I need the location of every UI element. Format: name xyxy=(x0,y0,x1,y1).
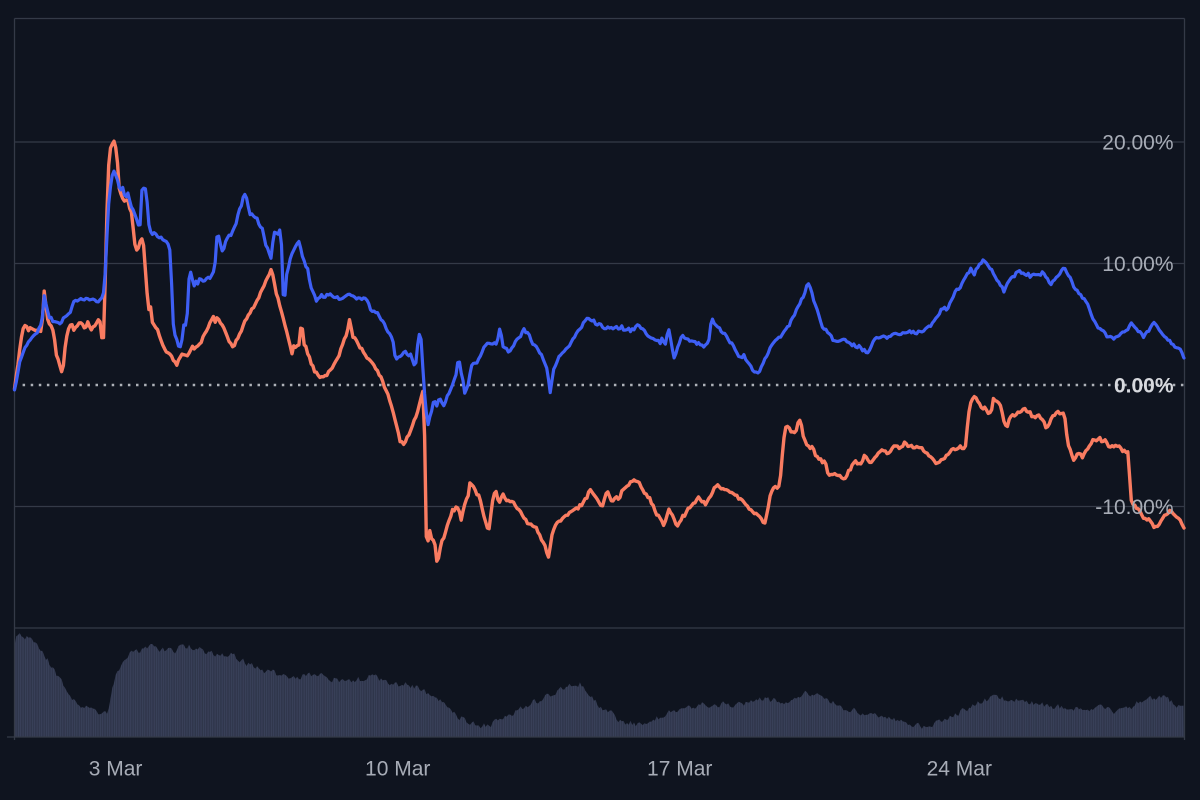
svg-text:10.00%: 10.00% xyxy=(1102,253,1173,276)
svg-text:17 Mar: 17 Mar xyxy=(647,757,712,780)
svg-text:24 Mar: 24 Mar xyxy=(927,757,992,780)
svg-text:3 Mar: 3 Mar xyxy=(89,757,143,780)
svg-text:-10.00%: -10.00% xyxy=(1095,496,1173,519)
svg-text:10 Mar: 10 Mar xyxy=(365,757,430,780)
svg-text:0.00%: 0.00% xyxy=(1114,375,1174,398)
svg-text:20.00%: 20.00% xyxy=(1102,132,1173,155)
